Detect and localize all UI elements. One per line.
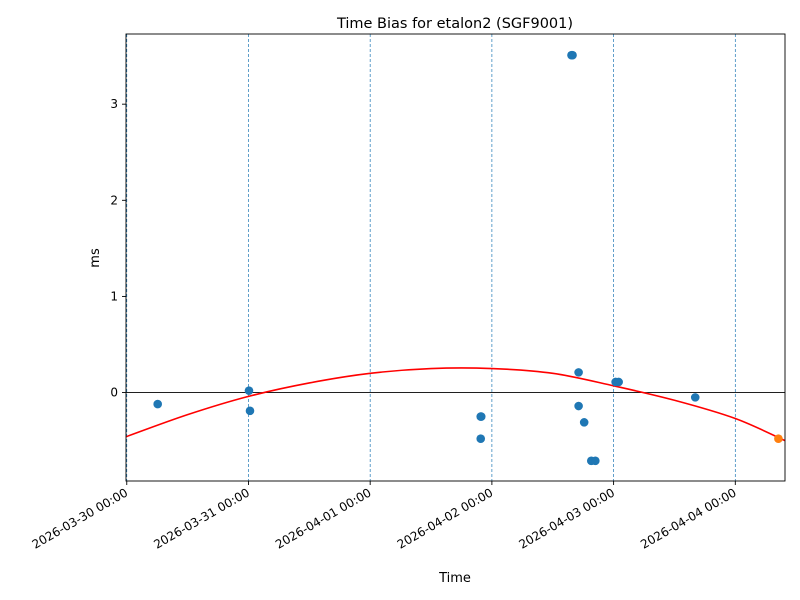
data-point [591,456,600,466]
x-axis-label: Time [438,571,471,586]
data-points [153,50,783,466]
data-point [244,386,254,395]
x-tick-label: 2026-04-03 00:00 [516,485,617,551]
y-tick-label: 1 [110,289,118,303]
latest-point [774,434,783,444]
plot-frame [125,33,786,482]
y-tick-label: 3 [110,97,118,111]
y-axis-ticks: 0 1 2 3 [110,97,126,400]
data-point [476,412,486,421]
x-tick-label: 2026-04-04 00:00 [638,485,739,551]
x-axis-ticks: 2026-03-30 00:00 2026-03-31 00:00 2026-04-… [30,481,739,552]
vertical-grid [126,34,736,481]
data-point [614,377,623,387]
data-point [574,368,583,377]
x-tick-label: 2026-03-30 00:00 [30,485,131,551]
x-tick-label: 2026-04-01 00:00 [273,485,374,551]
data-point [245,406,255,416]
data-point [153,399,162,409]
x-tick-label: 2026-04-02 00:00 [395,485,496,551]
y-axis-label: ms [88,248,103,268]
data-point [476,434,486,444]
data-point [579,418,589,427]
data-point [568,50,577,60]
x-tick-label: 2026-03-31 00:00 [151,485,252,551]
y-tick-label: 0 [110,386,118,400]
fit-curve [125,367,786,442]
y-tick-label: 2 [110,193,118,207]
data-point [690,393,700,402]
chart-title: Time Bias for etalon2 (SGF9001) [336,16,573,32]
data-point [574,401,583,411]
